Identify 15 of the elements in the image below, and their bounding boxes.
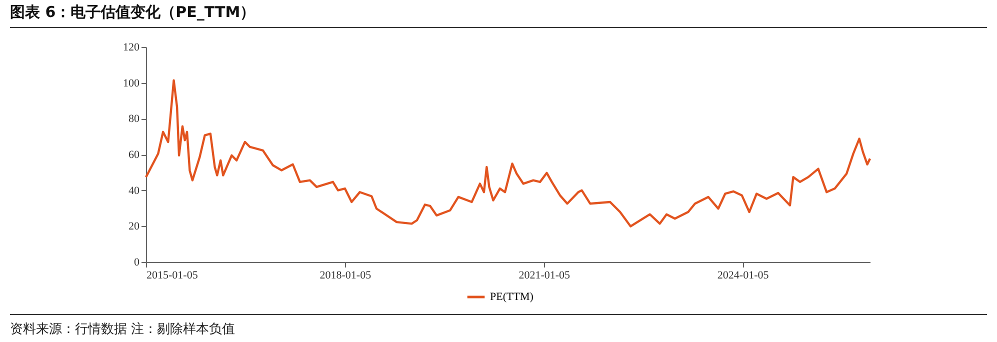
y-tick-label: 120 bbox=[123, 42, 140, 54]
x-tick-label: 2015-01-05 bbox=[146, 270, 198, 282]
legend-label: PE(TTM) bbox=[490, 291, 534, 303]
y-tick-label: 60 bbox=[128, 149, 140, 161]
y-tick-label: 80 bbox=[128, 113, 140, 126]
chart-title: 图表 6：电子估值变化（PE_TTM） bbox=[10, 3, 987, 28]
x-tick-label: 2024-01-05 bbox=[717, 270, 770, 282]
y-tick-label: 40 bbox=[128, 184, 140, 197]
x-tick-label: 2018-01-05 bbox=[320, 270, 372, 282]
y-tick-label: 100 bbox=[123, 77, 140, 90]
y-tick-label: 20 bbox=[128, 220, 140, 233]
y-tick-label: 0 bbox=[134, 256, 140, 268]
x-tick-label: 2021-01-05 bbox=[518, 270, 571, 282]
text: 资料来源：行情数据 注：剔除样本负值 bbox=[10, 314, 987, 338]
line-series bbox=[144, 79, 872, 228]
